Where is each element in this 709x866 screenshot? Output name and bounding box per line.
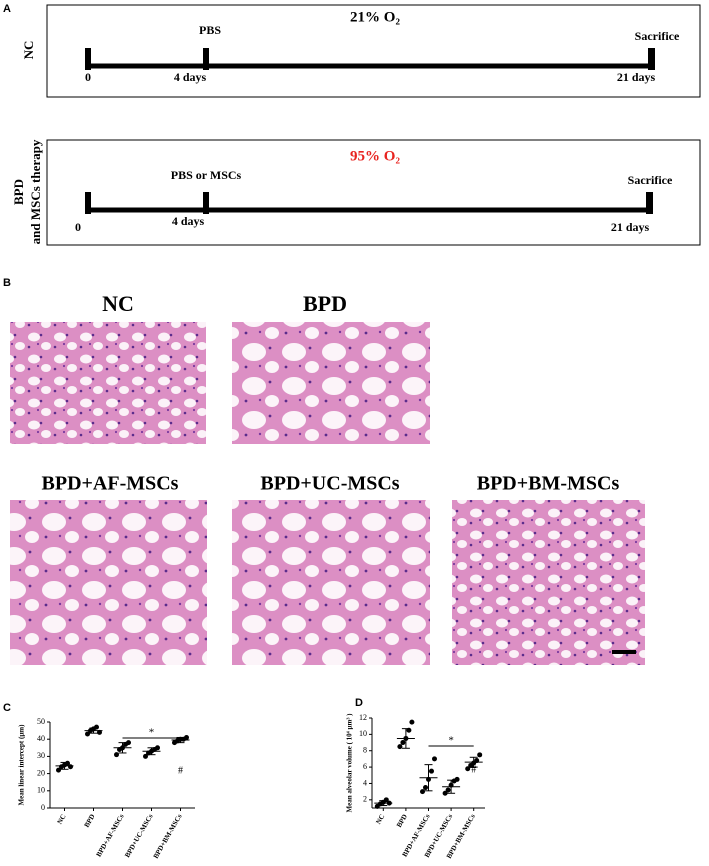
- time-label: 4 days: [174, 70, 207, 84]
- histology-image: [452, 500, 645, 665]
- time-label: 0: [75, 220, 81, 234]
- data-point: [477, 752, 483, 758]
- y-tick-label: 40: [37, 734, 45, 743]
- image-title: BPD: [303, 291, 347, 316]
- data-point: [143, 753, 148, 759]
- data-point: [155, 745, 160, 751]
- condition: 21% O₂: [350, 9, 400, 25]
- timeline-tick: [85, 48, 91, 70]
- image-title: NC: [102, 291, 134, 316]
- panel-label: C: [3, 702, 11, 714]
- data-point: [94, 724, 99, 730]
- time-label: 21 days: [617, 70, 656, 84]
- significance-mark: *: [149, 727, 155, 739]
- panel-label: A: [3, 3, 11, 15]
- x-tick-label: BPD: [83, 813, 97, 829]
- y-tick-label: 0: [41, 803, 45, 812]
- y-tick-label: 12: [359, 713, 367, 722]
- data-point: [420, 789, 425, 795]
- x-tick-label: BPD+AF-MSCs: [95, 813, 126, 859]
- y-tick-label: 4: [363, 778, 367, 787]
- data-point: [397, 744, 403, 750]
- timeline-tick: [203, 48, 209, 70]
- timeline-tick: [648, 48, 655, 70]
- data-point: [445, 787, 451, 793]
- data-point: [400, 740, 406, 746]
- panel-label: B: [3, 277, 11, 289]
- data-point: [465, 766, 471, 772]
- timeline-tick: [203, 192, 209, 214]
- significance-mark: #: [471, 764, 476, 775]
- end-event: Sacrifice: [628, 173, 673, 187]
- data-point: [454, 776, 460, 782]
- y-tick-label: 30: [37, 751, 45, 760]
- image-title: BPD+BM-MSCs: [477, 473, 620, 495]
- histology-image: [10, 500, 207, 665]
- y-tick-label: 8: [363, 746, 367, 755]
- data-point: [429, 768, 434, 774]
- timeline-tick: [85, 192, 91, 214]
- data-point: [409, 719, 415, 725]
- x-tick-label: NC: [56, 813, 68, 826]
- y-tick-label: 6: [363, 762, 367, 771]
- timeline-box: [46, 4, 701, 98]
- data-point: [114, 752, 119, 758]
- y-tick-label: 20: [37, 768, 45, 777]
- significance-mark: *: [448, 735, 454, 747]
- scale-bar: [612, 650, 636, 654]
- data-point: [56, 767, 61, 773]
- y-tick-label: 2: [363, 795, 367, 804]
- data-point: [85, 731, 90, 737]
- x-tick-label: BPD+UC-MSCs: [123, 813, 154, 859]
- image-title: BPD+UC-MSCs: [260, 473, 399, 495]
- x-tick-label: BPD: [395, 813, 409, 829]
- data-point: [423, 785, 428, 791]
- data-point: [432, 756, 437, 762]
- treatment: PBS: [199, 23, 221, 37]
- condition: 95% O₂: [350, 148, 400, 164]
- timeline-box: [46, 139, 701, 246]
- data-point: [184, 734, 189, 740]
- histology-image: [232, 322, 430, 444]
- row-label: BPD: [11, 179, 26, 205]
- x-tick-label: BPD+BM-MSCs: [152, 813, 184, 860]
- y-tick-label: 50: [37, 717, 45, 726]
- y-axis-label: Mean linear intercept (μm): [18, 724, 26, 806]
- time-label: 0: [85, 70, 91, 84]
- image-title: BPD+AF-MSCs: [42, 473, 179, 495]
- data-point: [126, 740, 131, 746]
- treatment: PBS or MSCs: [171, 168, 242, 182]
- y-tick-label: 10: [37, 786, 45, 795]
- panel-label: D: [355, 697, 363, 709]
- data-point: [442, 790, 448, 796]
- y-axis-label: Mean alveolar volume ( 10⁴ μm³ ): [346, 713, 354, 813]
- histology-image: [10, 322, 206, 444]
- end-event: Sacrifice: [635, 29, 680, 43]
- time-label: 4 days: [172, 214, 205, 228]
- significance-mark: #: [178, 765, 183, 776]
- row-label: NC: [21, 41, 36, 60]
- histology-image: [232, 500, 430, 665]
- timeline-tick: [646, 192, 653, 214]
- row-label: and MSCs therapy: [28, 139, 43, 244]
- y-tick-label: 10: [359, 729, 367, 738]
- time-label: 21 days: [611, 220, 650, 234]
- x-tick-label: NC: [374, 813, 386, 826]
- data-point: [68, 764, 73, 770]
